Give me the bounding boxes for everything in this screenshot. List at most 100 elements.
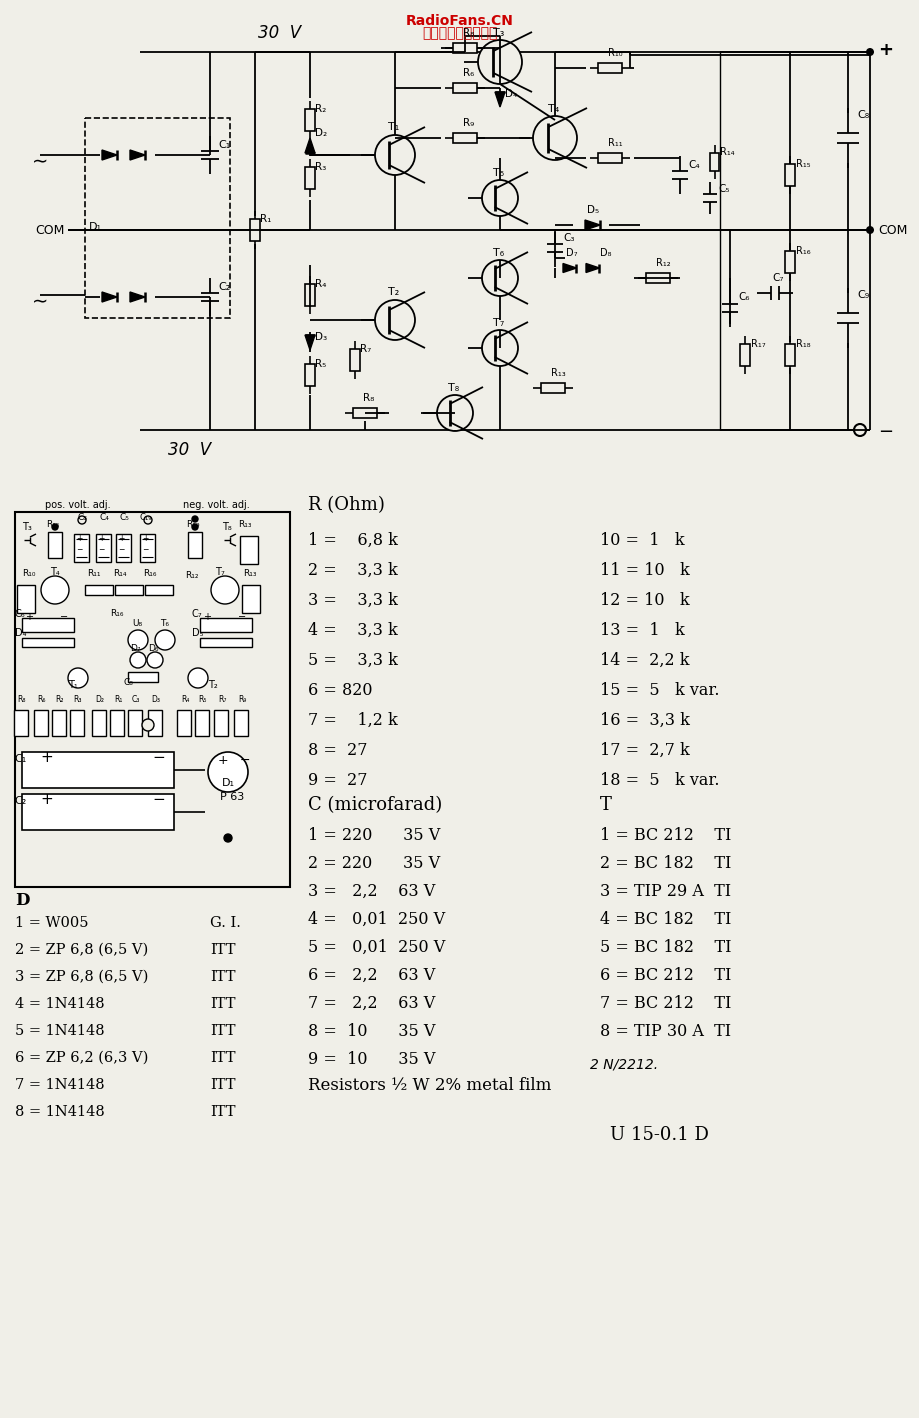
Polygon shape — [102, 292, 117, 302]
Text: 5 =   0,01  250 V: 5 = 0,01 250 V — [308, 939, 445, 956]
Text: pos. volt. adj.: pos. volt. adj. — [45, 501, 110, 510]
Circle shape — [52, 525, 58, 530]
Text: C₈: C₈ — [124, 678, 134, 686]
Text: D₄: D₄ — [15, 628, 27, 638]
Text: T₈: T₈ — [221, 522, 232, 532]
Text: −: − — [142, 545, 149, 554]
Text: R (Ohm): R (Ohm) — [308, 496, 384, 513]
Text: Resistors ½ W 2% metal film: Resistors ½ W 2% metal film — [308, 1078, 550, 1095]
Text: C₉: C₉ — [857, 291, 868, 301]
Text: R₁₁: R₁₁ — [607, 138, 622, 147]
Bar — [176, 710, 191, 736]
Text: T₆: T₆ — [160, 620, 169, 628]
Bar — [187, 532, 202, 559]
Polygon shape — [130, 150, 145, 160]
Text: 11 = 10   k: 11 = 10 k — [599, 562, 689, 579]
Text: 13 =  1   k: 13 = 1 k — [599, 623, 684, 640]
Bar — [709, 153, 719, 172]
Circle shape — [853, 424, 865, 435]
Text: 2 = ZP 6,8 (6,5 V): 2 = ZP 6,8 (6,5 V) — [15, 943, 148, 957]
Bar — [250, 218, 260, 241]
Text: 1 = BC 212    TI: 1 = BC 212 TI — [599, 827, 731, 844]
Text: C₁₉: C₁₉ — [140, 513, 153, 522]
Polygon shape — [130, 292, 145, 302]
Text: R₁₃: R₁₃ — [243, 569, 256, 579]
Text: 17 =  2,7 k: 17 = 2,7 k — [599, 742, 689, 759]
Bar — [52, 710, 66, 736]
Circle shape — [375, 135, 414, 174]
Text: C₅: C₅ — [717, 184, 729, 194]
Bar — [199, 638, 252, 647]
Text: R₁: R₁ — [114, 695, 122, 703]
Bar — [784, 164, 794, 186]
Polygon shape — [305, 138, 314, 153]
Text: T₈: T₈ — [448, 383, 459, 393]
Text: 3 =   2,2    63 V: 3 = 2,2 63 V — [308, 883, 435, 900]
Circle shape — [144, 516, 152, 525]
Bar — [145, 586, 173, 596]
Text: −: − — [76, 545, 83, 554]
Text: R₁₃: R₁₃ — [238, 520, 251, 529]
Text: C₁: C₁ — [14, 754, 27, 764]
Text: −: − — [119, 545, 125, 554]
Bar — [452, 133, 476, 143]
Text: +: + — [203, 613, 210, 623]
Text: 1 = 220      35 V: 1 = 220 35 V — [308, 827, 440, 844]
Text: T₇: T₇ — [215, 567, 224, 577]
Circle shape — [154, 630, 175, 649]
Bar — [233, 710, 248, 736]
Polygon shape — [562, 264, 576, 272]
Circle shape — [68, 668, 88, 688]
Circle shape — [41, 576, 69, 604]
Circle shape — [532, 116, 576, 160]
Text: −: − — [98, 545, 105, 554]
Text: R₁₂: R₁₂ — [185, 571, 199, 580]
Text: 30  V: 30 V — [168, 441, 210, 459]
Text: 7 =   2,2    63 V: 7 = 2,2 63 V — [308, 995, 435, 1012]
Bar — [240, 536, 257, 564]
Text: R₁₆: R₁₆ — [142, 569, 156, 579]
Text: R₆: R₆ — [38, 695, 46, 703]
Text: COM: COM — [877, 224, 906, 237]
Text: R₁₅: R₁₅ — [795, 159, 810, 169]
Circle shape — [130, 652, 146, 668]
Bar — [199, 618, 252, 632]
Text: R₁₃: R₁₃ — [550, 369, 565, 379]
Text: ITT: ITT — [210, 1051, 235, 1065]
Text: T₃: T₃ — [22, 522, 32, 532]
Text: 7 = BC 212    TI: 7 = BC 212 TI — [599, 995, 731, 1012]
Text: R₁₆: R₁₆ — [795, 245, 810, 257]
Text: T₁: T₁ — [68, 681, 78, 691]
Bar — [305, 284, 314, 306]
Text: +: + — [142, 535, 149, 543]
Text: R₁₆: R₁₆ — [110, 608, 123, 618]
Text: +: + — [98, 535, 105, 543]
Bar — [22, 794, 174, 830]
Text: 12 = 10   k: 12 = 10 k — [599, 591, 689, 608]
Polygon shape — [102, 150, 117, 160]
Text: 5 =    3,3 k: 5 = 3,3 k — [308, 652, 397, 669]
Bar — [305, 167, 314, 189]
Circle shape — [128, 630, 148, 649]
Text: D₂: D₂ — [314, 128, 327, 138]
Text: −: − — [877, 423, 892, 441]
Circle shape — [142, 719, 153, 732]
Text: D₁: D₁ — [88, 223, 101, 233]
Text: T₃: T₃ — [493, 28, 504, 38]
Text: C₁: C₁ — [218, 140, 230, 150]
Bar — [22, 618, 74, 632]
Text: 7 = 1N4148: 7 = 1N4148 — [15, 1078, 105, 1092]
Bar — [195, 710, 209, 736]
Text: C₄: C₄ — [687, 160, 698, 170]
Circle shape — [192, 516, 198, 522]
Text: D₁: D₁ — [221, 778, 234, 788]
Text: R₂: R₂ — [314, 104, 326, 113]
Text: ITT: ITT — [210, 997, 235, 1011]
Bar — [115, 586, 142, 596]
Bar — [128, 672, 158, 682]
Text: ∼: ∼ — [32, 292, 49, 311]
Text: −: − — [152, 793, 165, 807]
Text: 3 = TIP 29 A  TI: 3 = TIP 29 A TI — [599, 883, 731, 900]
Bar — [48, 532, 62, 559]
Text: R₁₅: R₁₅ — [46, 520, 60, 529]
